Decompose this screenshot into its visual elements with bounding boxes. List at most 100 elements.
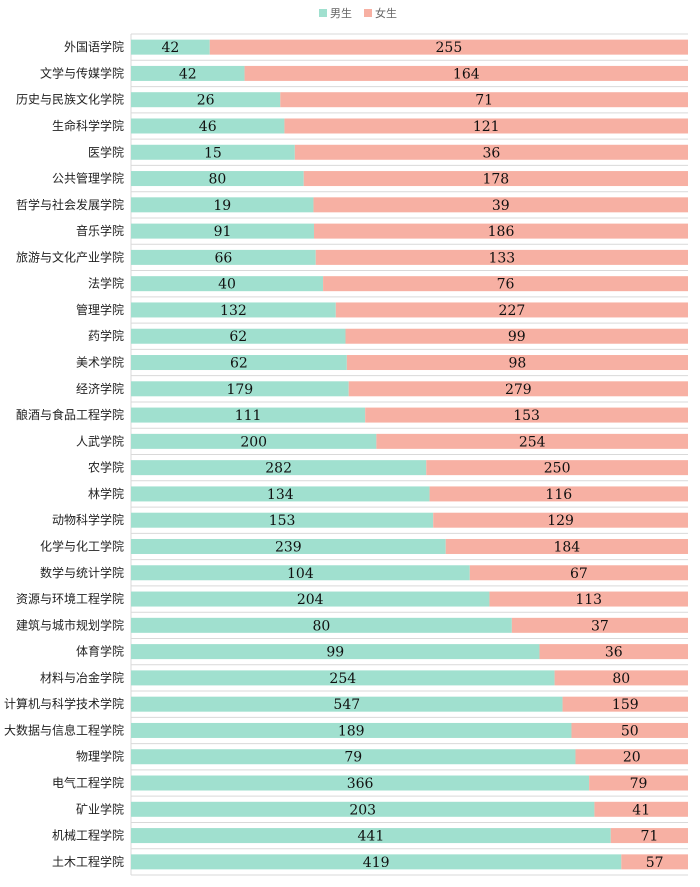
category-label: 生命科学学院 bbox=[52, 118, 124, 133]
value-label-female: 159 bbox=[612, 697, 639, 713]
value-label-female: 67 bbox=[570, 566, 588, 582]
bar-male bbox=[131, 591, 490, 607]
bar-male bbox=[131, 276, 324, 292]
bar-male bbox=[131, 118, 285, 134]
category-label: 动物科学学院 bbox=[52, 512, 124, 527]
bar-male bbox=[131, 249, 316, 265]
legend: 男生 女生 bbox=[319, 6, 397, 20]
value-label-male: 19 bbox=[213, 198, 231, 214]
bar-female bbox=[575, 749, 688, 765]
bar-female bbox=[280, 92, 688, 108]
bar-female bbox=[562, 696, 688, 712]
category-label: 化学与化工学院 bbox=[40, 538, 124, 553]
bar-female bbox=[365, 407, 688, 423]
category-label: 资源与环境工程学院 bbox=[16, 591, 124, 606]
bar-female bbox=[433, 512, 688, 528]
category-label: 体育学院 bbox=[76, 644, 124, 659]
bar-male bbox=[131, 644, 540, 660]
bar-female bbox=[244, 65, 688, 81]
value-label-male: 189 bbox=[338, 723, 365, 739]
category-label: 哲学与社会发展学院 bbox=[16, 197, 124, 212]
value-label-male: 179 bbox=[226, 382, 253, 398]
category-label: 数学与统计学院 bbox=[40, 565, 124, 580]
category-label: 音乐学院 bbox=[76, 223, 124, 238]
category-label: 旅游与文化产业学院 bbox=[16, 249, 124, 264]
bars bbox=[131, 39, 688, 870]
value-label-male: 153 bbox=[269, 513, 296, 529]
value-label-male: 80 bbox=[313, 618, 331, 634]
category-label: 大数据与信息工程学院 bbox=[4, 722, 124, 737]
value-label-female: 255 bbox=[436, 40, 463, 56]
value-label-female: 20 bbox=[623, 750, 641, 766]
value-label-male: 111 bbox=[235, 408, 262, 424]
bar-male bbox=[131, 617, 512, 633]
value-label-female: 71 bbox=[640, 829, 658, 845]
value-label-female: 41 bbox=[632, 802, 650, 818]
value-label-male: 40 bbox=[218, 277, 236, 293]
value-label-male: 104 bbox=[287, 566, 314, 582]
bar-male bbox=[131, 223, 314, 239]
bar-male bbox=[131, 144, 295, 160]
category-label: 林学院 bbox=[88, 486, 124, 501]
bar-female bbox=[209, 39, 688, 55]
bar-female bbox=[346, 355, 688, 371]
bar-male bbox=[131, 381, 349, 397]
bar-male bbox=[131, 355, 347, 371]
category-labels: 外国语学院文学与传媒学院历史与民族文化学院生命科学学院医学院公共管理学院哲学与社… bbox=[4, 39, 124, 869]
value-label-female: 116 bbox=[545, 487, 572, 503]
bar-male bbox=[131, 302, 336, 318]
value-label-female: 98 bbox=[509, 356, 527, 372]
bar-female bbox=[621, 854, 688, 870]
value-label-male: 99 bbox=[326, 645, 344, 661]
value-label-female: 36 bbox=[605, 645, 623, 661]
category-label: 矿业学院 bbox=[76, 801, 124, 816]
value-label-male: 46 bbox=[199, 119, 217, 135]
value-label-male: 42 bbox=[161, 40, 179, 56]
category-label: 外国语学院 bbox=[64, 39, 124, 54]
category-label: 法学院 bbox=[88, 276, 124, 291]
bar-female bbox=[294, 144, 688, 160]
bar-female bbox=[554, 670, 688, 686]
value-label-male: 441 bbox=[358, 829, 385, 845]
legend-label-female: 女生 bbox=[375, 6, 397, 20]
value-label-female: 37 bbox=[591, 618, 609, 634]
value-label-female: 71 bbox=[475, 93, 493, 109]
bar-female bbox=[571, 722, 688, 738]
value-label-male: 134 bbox=[267, 487, 294, 503]
category-label: 农学院 bbox=[88, 460, 124, 475]
category-label: 酿酒与食品工程学院 bbox=[16, 407, 124, 422]
value-label-male: 419 bbox=[363, 855, 390, 871]
bar-male bbox=[131, 197, 314, 213]
bar-female bbox=[469, 565, 688, 581]
category-label: 管理学院 bbox=[76, 302, 124, 317]
bar-male bbox=[131, 407, 366, 423]
value-label-female: 178 bbox=[482, 172, 509, 188]
bar-female bbox=[345, 328, 688, 344]
bar-female bbox=[429, 486, 688, 502]
category-label: 材料与冶金学院 bbox=[40, 670, 124, 685]
bar-female bbox=[335, 302, 688, 318]
value-label-female: 36 bbox=[482, 145, 500, 161]
bar-male bbox=[131, 460, 427, 476]
value-label-female: 80 bbox=[612, 671, 630, 687]
value-label-male: 203 bbox=[349, 802, 376, 818]
value-label-female: 121 bbox=[473, 119, 500, 135]
legend-label-male: 男生 bbox=[330, 6, 352, 20]
value-label-female: 113 bbox=[575, 592, 602, 608]
value-label-male: 282 bbox=[265, 461, 292, 477]
value-label-female: 39 bbox=[492, 198, 510, 214]
bar-female bbox=[315, 249, 688, 265]
value-label-female: 76 bbox=[497, 277, 515, 293]
category-label: 土木工程学院 bbox=[52, 854, 124, 869]
bar-female bbox=[489, 591, 688, 607]
value-label-female: 254 bbox=[519, 434, 546, 450]
bar-male bbox=[131, 828, 611, 844]
value-label-male: 254 bbox=[329, 671, 356, 687]
category-label: 物理学院 bbox=[76, 749, 124, 764]
value-label-male: 91 bbox=[214, 224, 232, 240]
value-label-female: 164 bbox=[453, 66, 480, 82]
value-label-male: 80 bbox=[208, 172, 226, 188]
bar-male bbox=[131, 486, 430, 502]
value-label-male: 66 bbox=[214, 250, 232, 266]
bar-female bbox=[376, 433, 688, 449]
